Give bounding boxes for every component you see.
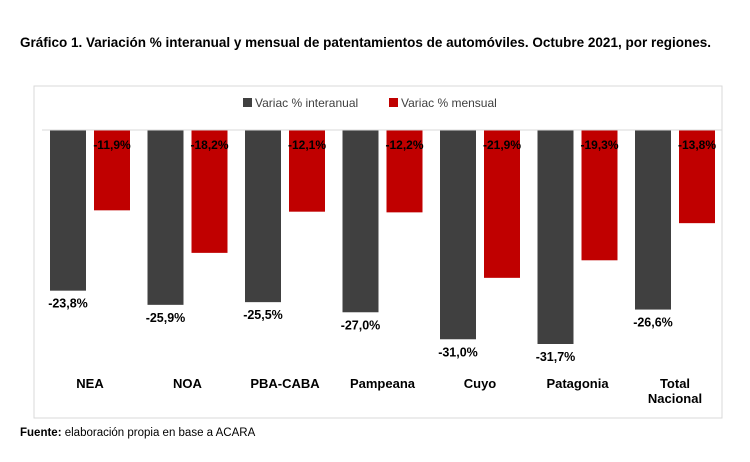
data-label: -25,5% [243, 308, 283, 322]
bar [342, 130, 379, 313]
data-label: -31,7% [536, 350, 576, 364]
legend-label: Variac % interanual [255, 96, 358, 110]
bar [440, 130, 476, 340]
category-label: Nacional [648, 391, 702, 406]
source-label: Fuente: [20, 427, 62, 439]
bar [386, 130, 423, 213]
data-label: -11,9% [93, 138, 131, 152]
data-label: -13,8% [678, 138, 716, 152]
bar [94, 130, 130, 211]
category-label: NEA [76, 376, 104, 391]
category-label: NOA [173, 376, 203, 391]
chart-frame [33, 85, 723, 419]
source-text: elaboración propia en base a ACARA [61, 427, 256, 439]
source-note: Fuente: elaboración propia en base a ACA… [20, 427, 255, 439]
data-label: -21,9% [483, 138, 521, 152]
data-label: -18,2% [190, 138, 228, 152]
bar [245, 130, 281, 303]
bar [484, 130, 520, 278]
bar [50, 130, 86, 291]
data-label: -23,8% [48, 297, 88, 311]
data-label: -19,3% [580, 138, 618, 152]
bar [147, 130, 184, 305]
bar [581, 130, 618, 261]
data-label: -31,0% [438, 345, 478, 359]
data-label: -12,1% [288, 138, 326, 152]
data-label: -25,9% [146, 311, 186, 325]
legend-swatch [243, 98, 252, 107]
data-label: -12,2% [385, 138, 423, 152]
bar [289, 130, 325, 212]
category-label: Cuyo [464, 376, 497, 391]
legend-label: Variac % mensual [401, 96, 497, 110]
bar [679, 130, 715, 224]
bar [635, 130, 671, 310]
category-label: Total [660, 376, 690, 391]
data-label: -27,0% [341, 318, 381, 332]
category-label: Pampeana [350, 376, 416, 391]
category-label: Patagonia [546, 376, 609, 391]
bar [191, 130, 228, 253]
chart-title: Gráfico 1. Variación % interanual y mens… [20, 35, 711, 50]
bar [537, 130, 574, 344]
legend-swatch [389, 98, 398, 107]
category-label: PBA-CABA [250, 376, 320, 391]
legend: Variac % interanual Variac % mensual [243, 96, 497, 110]
data-label: -26,6% [633, 316, 673, 330]
